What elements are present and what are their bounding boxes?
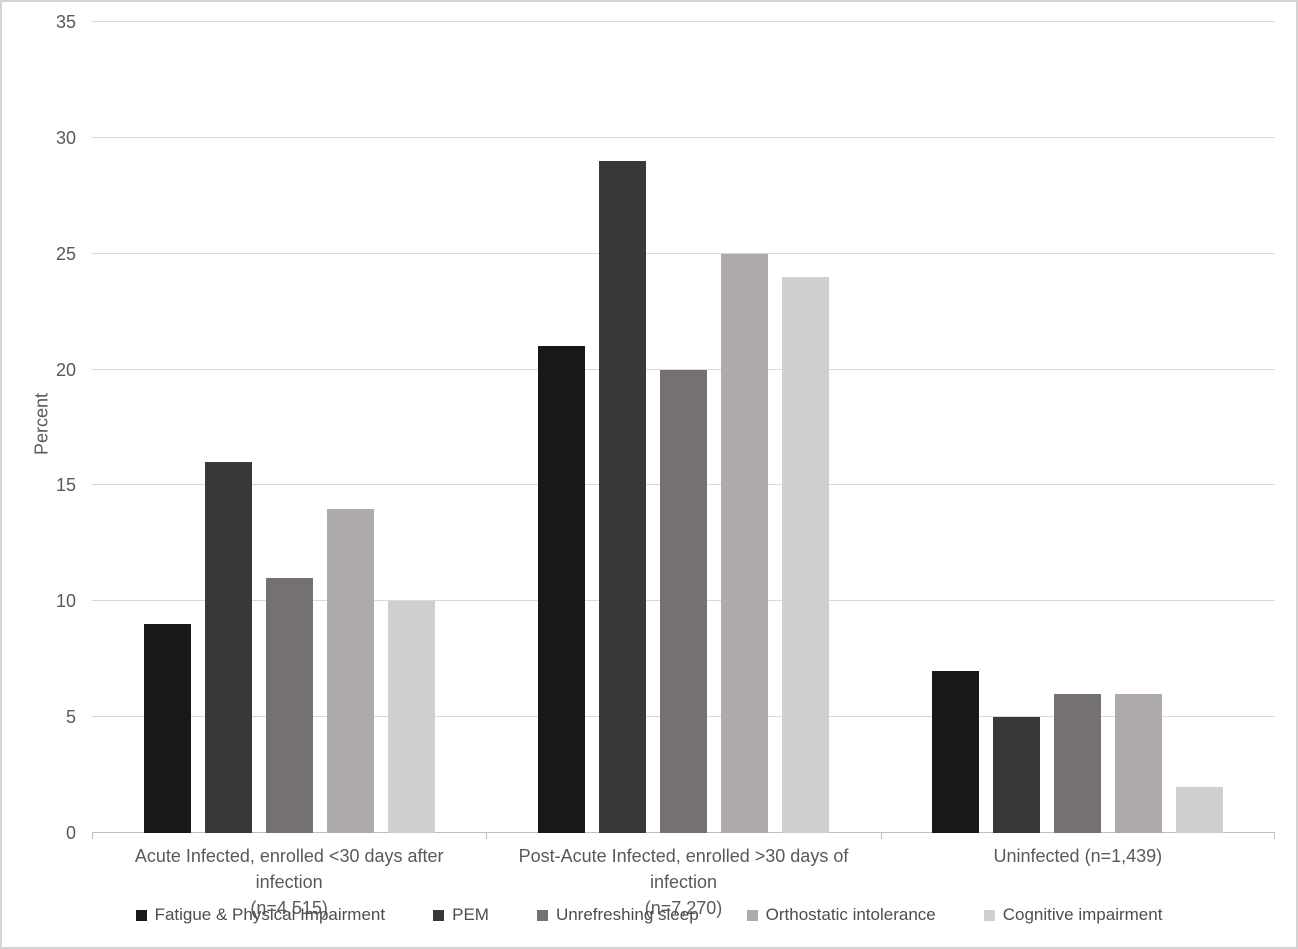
x-category-label-line2: (n=4,515) (250, 898, 328, 918)
bar-unrefreshing-sleep-group-1 (265, 578, 313, 833)
legend-item-pem: PEM (433, 905, 489, 925)
gridline-30 (92, 136, 1275, 138)
gridline-35 (92, 21, 1275, 22)
legend-swatch-icon (135, 909, 147, 921)
y-tick-label-20: 20 (55, 359, 76, 380)
bar-unrefreshing-sleep-group-3 (1054, 693, 1102, 833)
y-tick-label-15: 15 (55, 475, 76, 496)
y-tick-label-5: 5 (65, 707, 76, 728)
y-tick-label-35: 35 (55, 12, 76, 32)
bar-group-acute-infected-enrolled-30-days-after-infection (92, 22, 486, 833)
bar-fatigue-physical-impairment-group-2 (537, 346, 585, 833)
bar-fatigue-physical-impairment-group-1 (143, 624, 191, 833)
legend-item-unrefreshing-sleep: Unrefreshing sleep (536, 905, 699, 925)
legend-label: PEM (452, 905, 489, 924)
gridline-20 (92, 368, 1275, 370)
x-category-label-post-acute-infected-enrolled-30-days-of-infection: Post-Acute Infected, enrolled >30 days o… (486, 843, 880, 921)
x-category-label-uninfected-n-1-439: Uninfected (n=1,439) (881, 843, 1275, 921)
bar-orthostatic-intolerance-group-3 (1115, 693, 1163, 833)
bar-fatigue-physical-impairment-group-3 (932, 670, 980, 833)
y-tick-label-0: 0 (65, 823, 76, 843)
x-axis-category-labels: Acute Infected, enrolled <30 days after … (92, 843, 1275, 921)
x-axis-tick-1 (486, 833, 488, 839)
x-category-label-line1: Post-Acute Infected, enrolled >30 days o… (518, 846, 849, 892)
legend-item-cognitive-impairment: Cognitive impairment (983, 905, 1163, 925)
gridline-25 (92, 252, 1275, 254)
legend-swatch-icon (433, 909, 445, 921)
legend-item-fatigue-physical-impairment: Fatigue & Physical Impairment (135, 905, 386, 925)
bar-orthostatic-intolerance-group-1 (326, 508, 374, 833)
bar-group-post-acute-infected-enrolled-30-days-of-infection (486, 22, 880, 833)
plot-area (92, 21, 1275, 839)
y-tick-label-10: 10 (55, 591, 76, 612)
y-axis-tick-labels: 0 5 10 15 20 25 30 35 (2, 13, 76, 842)
bar-pem-group-1 (204, 462, 252, 833)
bar-orthostatic-intolerance-group-2 (720, 253, 768, 833)
x-category-label-line2: (n=7,270) (644, 898, 723, 918)
x-axis-tick-0 (92, 833, 93, 839)
bar-cognitive-impairment-group-2 (781, 276, 829, 833)
x-category-label-line1: Acute Infected, enrolled <30 days after … (134, 846, 444, 892)
legend-label: Fatigue & Physical Impairment (154, 905, 386, 924)
bar-pem-group-3 (993, 717, 1041, 833)
bar-group-uninfected-n-1-439 (881, 22, 1275, 833)
legend-swatch-icon (536, 909, 548, 921)
legend-swatch-icon (983, 909, 995, 921)
x-category-label-line1: Uninfected (n=1,439) (993, 846, 1163, 866)
y-tick-label-30: 30 (55, 127, 76, 148)
legend-label: Orthostatic intolerance (765, 905, 936, 924)
chart-legend: Fatigue & Physical Impairment PEM Unrefres… (2, 905, 1296, 925)
bar-groups (92, 22, 1275, 833)
legend-label: Cognitive impairment (1002, 905, 1163, 924)
legend-swatch-icon (746, 909, 758, 921)
bar-cognitive-impairment-group-1 (387, 601, 435, 833)
x-axis-tick-2 (880, 833, 882, 839)
legend-label: Unrefreshing sleep (555, 905, 699, 924)
bar-pem-group-2 (598, 161, 646, 833)
bar-unrefreshing-sleep-group-2 (659, 369, 707, 833)
x-category-label-acute-infected-enrolled-30-days-after-infection: Acute Infected, enrolled <30 days after … (92, 843, 486, 921)
x-axis-tick-3 (1274, 833, 1275, 839)
bar-cognitive-impairment-group-3 (1176, 786, 1224, 833)
y-tick-label-25: 25 (55, 243, 76, 264)
legend-item-orthostatic-intolerance: Orthostatic intolerance (746, 905, 936, 925)
